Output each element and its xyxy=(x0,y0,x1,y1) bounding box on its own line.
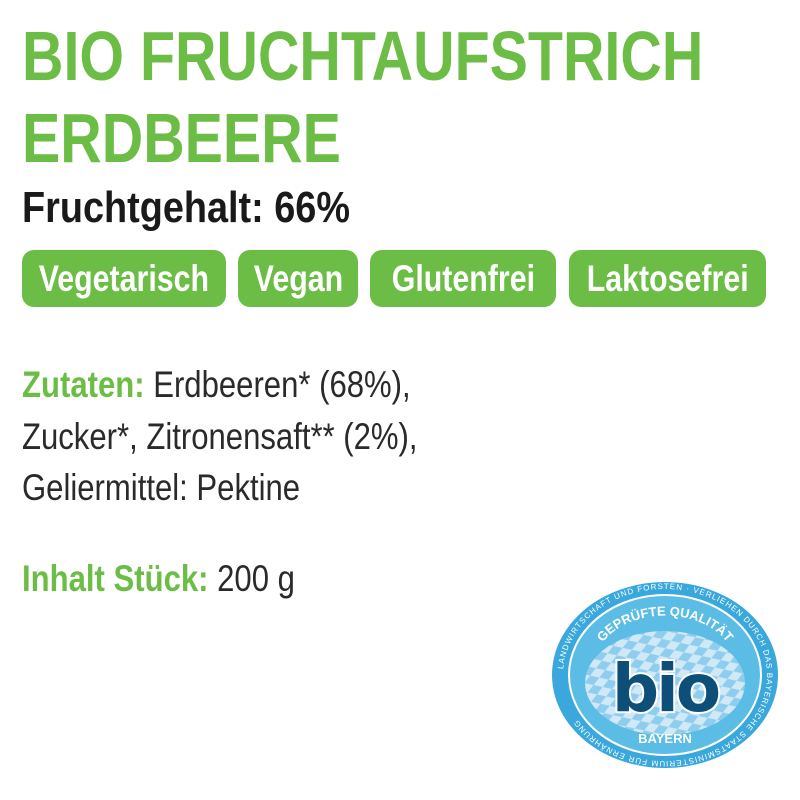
fruit-content: Fruchtgehalt: 66% xyxy=(22,183,350,232)
ingredients-text: Erdbeeren* (68%), xyxy=(144,364,411,405)
ingredients-line3: Geliermittel: Pektine xyxy=(22,467,301,508)
product-title-line1: BIO FRUCHTAUFSTRICH xyxy=(22,17,704,95)
content-line: Inhalt Stück: 200 g xyxy=(22,557,295,600)
content-value: 200 g xyxy=(208,558,295,599)
ingredients-line1: Zutaten: Erdbeeren* (68%), xyxy=(22,363,411,406)
content-label: Inhalt Stück: xyxy=(22,558,209,599)
badge-label: Laktosefrei xyxy=(586,257,749,299)
badge-label: Vegetarisch xyxy=(38,257,210,299)
seal-bio-text: bio xyxy=(612,650,719,727)
badge-laktosefrei: Laktosefrei xyxy=(569,250,766,307)
bio-bayern-seal-logo: LANDWIRTSCHAFT UND FORSTEN · VERLIEHEN D… xyxy=(548,578,782,772)
product-title-line2: ERDBEERE xyxy=(22,99,341,177)
ingredients-label: Zutaten: xyxy=(22,364,145,405)
badge-label: Glutenfrei xyxy=(391,257,535,299)
badge-label: Vegan xyxy=(253,257,343,299)
seal-bayern-text: BAYERN xyxy=(638,731,692,746)
badge-vegan: Vegan xyxy=(238,250,358,307)
ingredients-line2: Zucker*, Zitronensaft** (2%), xyxy=(22,416,418,457)
badge-vegetarisch: Vegetarisch xyxy=(22,250,226,307)
badge-glutenfrei: Glutenfrei xyxy=(370,250,556,307)
